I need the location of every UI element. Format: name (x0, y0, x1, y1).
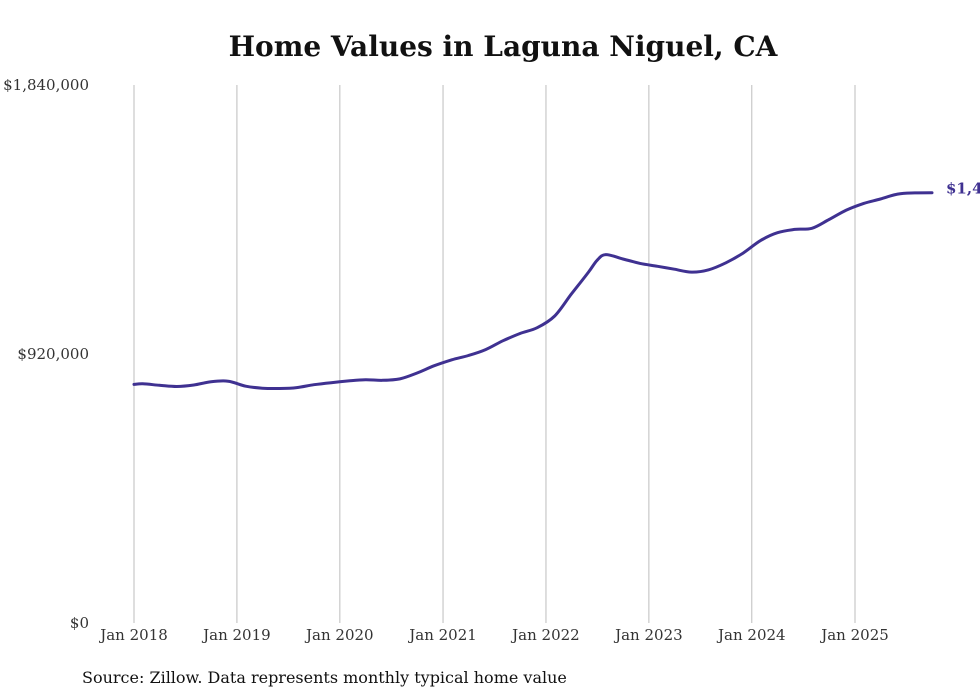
y-tick-label: $1,840,000 (3, 76, 89, 94)
x-tick-label: Jan 2025 (819, 626, 889, 644)
x-tick-label: Jan 2023 (613, 626, 683, 644)
x-tick-label: Jan 2024 (716, 626, 786, 644)
x-tick-label: Jan 2019 (201, 626, 271, 644)
source-note: Source: Zillow. Data represents monthly … (82, 668, 567, 687)
y-axis-tick-labels: $0 $920,000 $1,840,000 (3, 76, 89, 632)
x-tick-label: Jan 2020 (304, 626, 374, 644)
home-value-series-line (132, 191, 934, 391)
data-labels: $1,471,648 (946, 180, 980, 198)
y-tick-label: $920,000 (17, 345, 89, 363)
y-tick-label: $0 (70, 614, 89, 632)
series-layer (132, 191, 934, 391)
x-tick-label: Jan 2022 (510, 626, 580, 644)
x-axis-tick-labels: Jan 2018 Jan 2019 Jan 2020 Jan 2021 Jan 2022… (98, 626, 889, 644)
x-tick-label: Jan 2018 (98, 626, 168, 644)
chart-title: Home Values in Laguna Niguel, CA (228, 30, 778, 63)
gridlines (133, 85, 856, 623)
x-tick-label: Jan 2021 (407, 626, 477, 644)
end-value-label: $1,471,648 (946, 180, 980, 198)
